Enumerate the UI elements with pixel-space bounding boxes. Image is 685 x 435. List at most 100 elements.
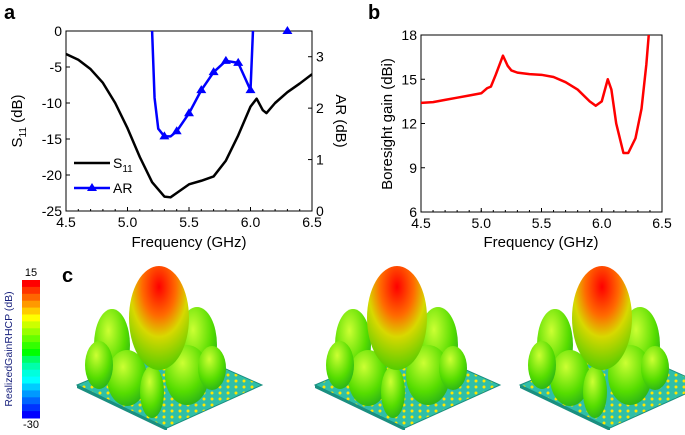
colorbar-swatch [22,342,40,350]
y-tick-label: 12 [401,116,417,132]
side-lobe [348,350,388,406]
panel-label-a: a [4,2,16,24]
legend-marker-ar [87,183,97,191]
colorbar-swatch [22,362,40,371]
main-lobe [129,266,189,370]
data-point-marker [184,108,194,117]
data-point-marker [159,131,170,140]
colorbar-swatch [22,397,40,405]
colorbar-swatch [22,349,40,357]
side-lobe [326,341,354,389]
colorbar-swatch [22,328,40,336]
series-line-ar [150,31,255,138]
y-tick-label: -15 [42,131,62,147]
colorbar-swatch [22,411,40,419]
plot-frame [420,34,663,213]
series-line-gain [421,35,650,155]
side-lobe [641,346,669,390]
antenna-board-edge [520,385,610,431]
side-lobe [85,341,113,389]
side-lobe [550,350,590,406]
colorbar-swatch [22,321,40,329]
y2-tick-label: 2 [316,100,324,116]
y-tick-label: 9 [409,160,417,176]
radiation-pattern-3d [75,266,264,431]
data-point-marker [233,57,244,66]
chart-a: S11 (dB) AR (dB) Frequency (GHz) S11 AR … [9,23,349,251]
x-tick-label: 5.0 [472,215,492,231]
y-tick-label: 6 [409,204,417,220]
colorbar: 15 -30 RealizedGainRHCP (dB) [3,267,40,431]
x-tick-label: 5.5 [179,214,199,230]
main-lobe [572,266,632,370]
colorbar-label: RealizedGainRHCP (dB) [3,291,15,406]
y2-axis-label-ar: AR (dB) [332,94,349,147]
data-point-marker [171,126,182,135]
y-axis-label-s11: S11 (dB) [9,95,29,148]
x-tick-label: 5.5 [532,215,552,231]
side-lobe [528,341,556,389]
colorbar-max: 15 [25,267,37,279]
colorbar-swatch [22,307,40,315]
colorbar-swatch [22,383,40,391]
data-point-marker [282,26,293,34]
radiation-patterns [75,266,685,431]
side-lobe [381,366,405,418]
colorbar-swatch [22,376,40,384]
panel-label-b: b [368,2,380,24]
x-tick-label: 5.0 [118,214,138,230]
y-tick-label: -10 [42,95,62,111]
data-point-marker [208,67,219,76]
antenna-board-edge [77,385,167,431]
x-tick-label: 6.5 [302,214,322,230]
colorbar-swatch [22,286,40,295]
colorbar-swatch [22,369,40,378]
colorbar-swatch [22,293,40,302]
side-lobe [140,366,164,418]
y-tick-label: -25 [42,203,62,219]
side-lobe [439,346,467,390]
data-point-marker [245,85,256,94]
legend-label-s11: S11 [113,155,133,175]
colorbar-swatch [22,280,40,288]
main-lobe [367,266,427,370]
x-tick-label: 6.5 [652,215,672,231]
y-tick-label: 0 [54,23,62,39]
colorbar-swatch [22,390,40,398]
radiation-pattern-3d [518,266,685,431]
y-axis-label-gain: Boresight gain (dBi) [379,58,396,190]
y-tick-label: 15 [401,71,417,87]
data-point-marker [220,55,231,64]
colorbar-swatch [22,355,40,364]
y-tick-label: 18 [401,27,417,43]
side-lobe [107,350,147,406]
side-lobe [583,366,607,418]
colorbar-min: -30 [23,419,39,430]
legend-label-ar: AR [113,180,132,196]
side-lobe [406,345,450,405]
colorbar-swatch [22,300,40,309]
series-line-s11 [66,52,312,199]
x-tick-label: 6.0 [241,214,261,230]
data-point-marker [196,85,207,94]
y2-tick-label: 1 [316,152,324,168]
colorbar-swatch [22,314,40,322]
y-tick-label: -5 [50,59,63,75]
x-axis-label-b: Frequency (GHz) [483,234,598,251]
chart-b: Boresight gain (dBi) Frequency (GHz) 4.5… [379,27,672,251]
panel-label-c: c [62,265,73,287]
colorbar-swatch [22,404,40,412]
x-tick-label: 4.5 [56,214,76,230]
y2-tick-label: 0 [316,203,324,219]
y-tick-label: -20 [42,167,62,183]
antenna-board-edge [315,385,405,431]
x-axis-label-a: Frequency (GHz) [131,234,246,251]
side-lobe [198,346,226,390]
colorbar-swatch [22,335,40,343]
radiation-pattern-3d [313,266,502,431]
legend-a: S11 AR [74,155,133,196]
x-tick-label: 6.0 [592,215,612,231]
x-tick-label: 4.5 [411,215,431,231]
y2-tick-label: 3 [316,49,324,65]
